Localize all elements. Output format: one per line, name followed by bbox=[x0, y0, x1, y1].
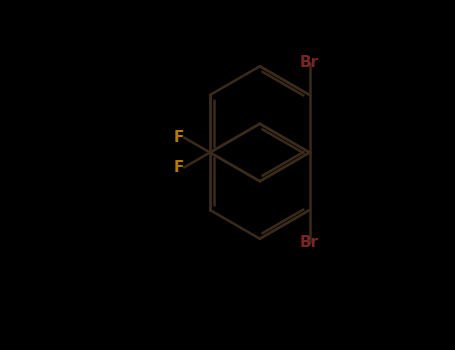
Text: Br: Br bbox=[300, 55, 319, 70]
Text: F: F bbox=[174, 130, 184, 145]
Text: Br: Br bbox=[300, 235, 319, 250]
Text: F: F bbox=[174, 160, 184, 175]
